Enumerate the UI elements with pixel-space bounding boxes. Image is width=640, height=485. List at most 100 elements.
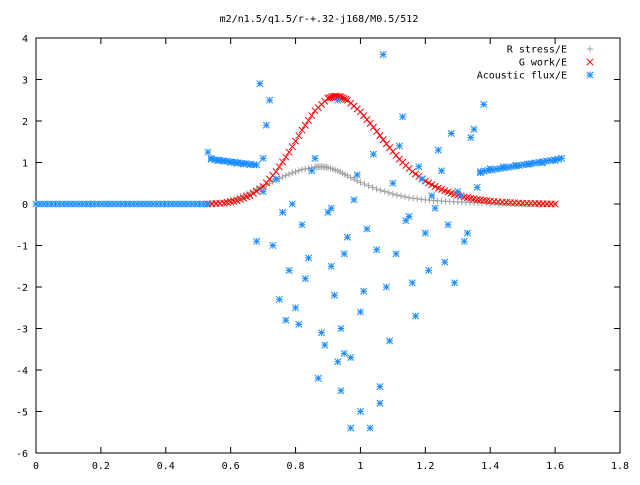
- y-tick-label: 1: [22, 159, 28, 170]
- data-point: [304, 116, 313, 124]
- x-tick-label: 0.8: [287, 461, 305, 472]
- data-point: [473, 183, 481, 191]
- data-point: [399, 113, 407, 121]
- legend-marker: [586, 71, 594, 79]
- data-point: [454, 187, 462, 196]
- data-point: [551, 156, 559, 164]
- data-point: [373, 127, 381, 135]
- y-tick-label: -2: [16, 283, 28, 294]
- y-tick-label: 0: [22, 200, 28, 211]
- data-point: [365, 182, 372, 189]
- data-point: [470, 125, 478, 133]
- data-point: [401, 193, 409, 201]
- data-point: [379, 136, 387, 144]
- data-point: [295, 167, 302, 174]
- data-point: [412, 312, 420, 320]
- data-point: [395, 142, 403, 150]
- data-point: [369, 150, 377, 158]
- data-point: [414, 195, 421, 203]
- x-tick-label: 1.8: [611, 461, 629, 472]
- y-tick-label: 4: [22, 34, 28, 45]
- data-point: [304, 254, 313, 262]
- data-point: [486, 165, 494, 173]
- legend-marker: [586, 58, 594, 66]
- y-tick-label: -6: [16, 449, 28, 460]
- data-point: [259, 187, 267, 196]
- data-point: [512, 161, 520, 169]
- data-point: [279, 173, 286, 181]
- data-point: [421, 229, 429, 237]
- data-point: [457, 192, 465, 200]
- y-tick-label: 2: [22, 117, 28, 128]
- data-point: [216, 199, 224, 206]
- legend: R stress/E G work/E Acoustic flux/E: [477, 45, 594, 82]
- data-point: [282, 316, 290, 324]
- data-point: [249, 189, 257, 197]
- data-point: [204, 148, 212, 156]
- data-point: [269, 178, 277, 185]
- x-tick-label: 1.4: [481, 461, 499, 472]
- data-marks: [32, 51, 566, 432]
- data-point: [340, 349, 348, 357]
- data-point: [463, 229, 472, 237]
- series-2: [32, 51, 566, 432]
- data-point: [342, 95, 350, 103]
- data-point: [499, 163, 507, 171]
- data-point: [250, 161, 258, 169]
- data-point: [305, 165, 312, 172]
- data-point: [366, 424, 374, 432]
- data-point: [337, 387, 345, 395]
- data-point: [343, 233, 352, 241]
- data-point: [376, 399, 384, 407]
- data-point: [373, 246, 381, 254]
- data-point: [476, 169, 485, 177]
- data-point: [302, 165, 309, 173]
- data-point: [269, 241, 277, 250]
- data-point: [538, 159, 546, 167]
- data-point: [317, 329, 326, 337]
- data-point: [460, 237, 468, 245]
- y-tick-label: -3: [16, 325, 28, 336]
- data-point: [285, 266, 293, 274]
- y-tick-label: -5: [16, 408, 28, 419]
- data-point: [308, 167, 316, 175]
- data-point: [308, 111, 316, 120]
- data-point: [353, 171, 361, 179]
- data-point: [425, 179, 433, 187]
- data-point: [369, 184, 376, 191]
- data-point: [295, 320, 303, 328]
- data-point: [285, 170, 293, 178]
- data-point: [409, 195, 417, 202]
- data-point: [397, 192, 405, 200]
- data-point: [295, 132, 303, 140]
- data-point: [301, 121, 309, 129]
- data-point: [334, 96, 342, 104]
- data-point: [376, 383, 384, 391]
- data-point: [337, 324, 345, 333]
- data-point: [282, 153, 290, 161]
- data-point: [377, 187, 384, 194]
- data-point: [321, 341, 329, 349]
- data-point: [425, 266, 433, 274]
- data-point: [292, 137, 300, 145]
- data-point: [447, 129, 455, 138]
- data-point: [285, 148, 293, 156]
- data-point: [373, 185, 380, 193]
- data-point: [298, 166, 306, 173]
- data-point: [415, 163, 423, 171]
- data-point: [350, 175, 358, 183]
- data-point: [282, 172, 290, 179]
- data-point: [360, 287, 368, 295]
- data-point: [272, 175, 280, 183]
- data-point: [363, 225, 371, 233]
- data-point: [412, 170, 420, 178]
- data-point: [253, 187, 261, 195]
- data-point: [402, 217, 410, 225]
- y-tick-label: -4: [16, 366, 28, 377]
- data-point: [357, 179, 364, 186]
- data-point: [354, 177, 361, 184]
- data-point: [314, 374, 322, 382]
- data-point: [418, 196, 425, 203]
- data-point: [203, 200, 211, 208]
